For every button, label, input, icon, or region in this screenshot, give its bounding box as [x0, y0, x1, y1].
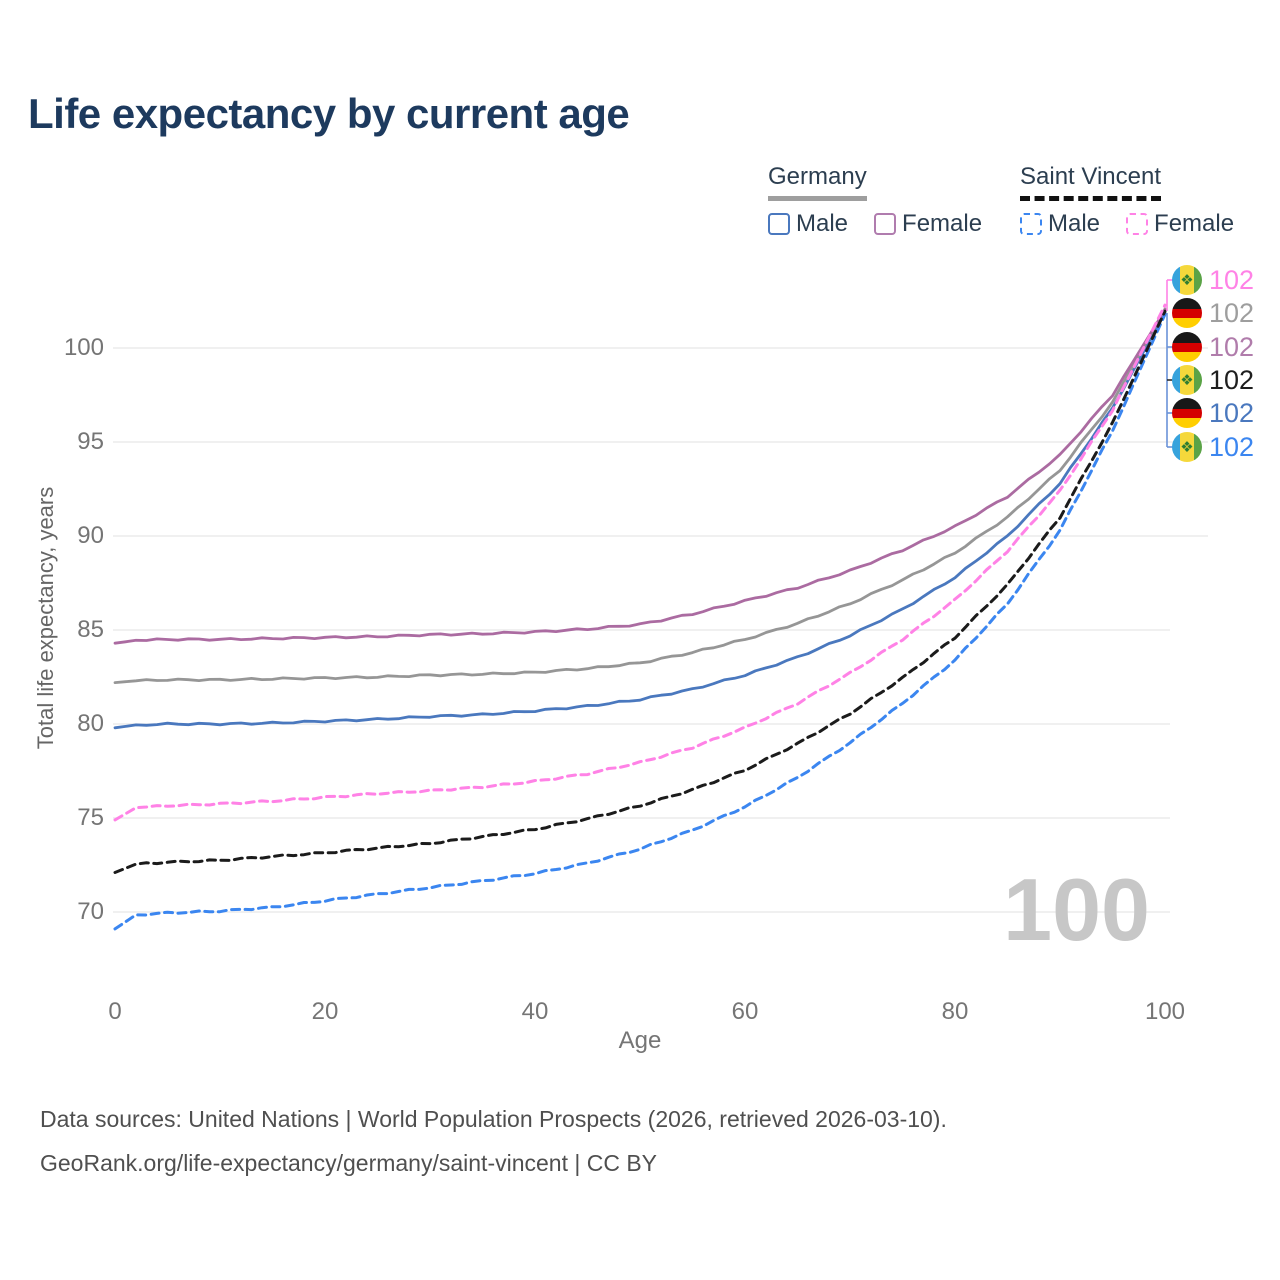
end-value: 102 — [1209, 397, 1255, 428]
legend-checkbox[interactable] — [768, 213, 790, 235]
saint-vincent-flag-icon — [1172, 432, 1202, 462]
legend-group-title: Saint Vincent — [1020, 163, 1161, 201]
legend-item-label: Female — [902, 210, 983, 237]
end-label-row: 102 — [1172, 297, 1254, 329]
series-line-germany-both-sexes[interactable] — [113, 307, 1167, 684]
legend-group-germany: Germany Male Female — [768, 163, 1008, 238]
germany-flag-icon — [1172, 298, 1202, 328]
end-label-row: 102 — [1172, 431, 1254, 463]
legend-group-title: Germany — [768, 163, 867, 201]
y-tick-75: 75 — [77, 804, 104, 831]
x-tick-100: 100 — [1144, 998, 1186, 1025]
y-tick-90: 90 — [77, 522, 104, 549]
legend-checkbox[interactable] — [1020, 213, 1042, 235]
end-value: 102 — [1209, 364, 1255, 395]
saint-vincent-flag-icon — [1172, 365, 1202, 395]
legend-checkbox[interactable] — [874, 213, 897, 235]
end-value: 102 — [1209, 331, 1255, 362]
y-tick-95: 95 — [77, 428, 104, 455]
data-source-line: Data sources: United Nations | World Pop… — [40, 1106, 947, 1132]
x-axis-title: Age — [618, 1027, 662, 1054]
y-tick-70: 70 — [77, 898, 104, 925]
legend-item-germany-female[interactable]: Female — [874, 210, 982, 238]
legend-item-label: Male — [796, 210, 849, 237]
end-value: 102 — [1209, 431, 1255, 462]
series-line-germany-male[interactable] — [113, 311, 1167, 730]
end-value: 102 — [1209, 297, 1255, 328]
germany-flag-icon — [1172, 398, 1202, 428]
y-tick-85: 85 — [77, 616, 104, 643]
x-tick-0: 0 — [108, 998, 122, 1025]
legend-checkbox[interactable] — [1126, 213, 1149, 235]
age-watermark: 100 — [1003, 860, 1150, 959]
y-tick-100: 100 — [63, 334, 104, 361]
end-value: 102 — [1209, 264, 1255, 295]
chart-title: Life expectancy by current age — [28, 90, 630, 137]
legend-item-germany-male[interactable]: Male — [768, 210, 848, 238]
series-line-saint-vincent-both-sexes[interactable] — [113, 309, 1167, 874]
end-label-row: 102 — [1172, 331, 1254, 363]
series-line-saint-vincent-male[interactable] — [113, 312, 1167, 931]
germany-flag-icon — [1172, 332, 1202, 362]
legend-item-label: Male — [1048, 210, 1101, 237]
saint-vincent-flag-icon — [1172, 265, 1202, 295]
end-label-row: 102 — [1172, 397, 1254, 429]
series-line-germany-female[interactable] — [113, 308, 1167, 645]
legend-item-saint-vincent-female[interactable]: Female — [1126, 210, 1234, 238]
footer: Data sources: United Nations | World Pop… — [40, 1106, 947, 1194]
x-tick-40: 40 — [521, 998, 549, 1025]
x-tick-20: 20 — [311, 998, 339, 1025]
x-tick-80: 80 — [941, 998, 969, 1025]
legend-item-label: Female — [1154, 210, 1235, 237]
legend-group-saint-vincent: Saint Vincent Male Female — [1020, 163, 1260, 238]
y-tick-80: 80 — [77, 710, 104, 737]
x-tick-60: 60 — [731, 998, 759, 1025]
end-label-row: 102 — [1172, 364, 1254, 396]
end-label-row: 102 — [1172, 264, 1254, 296]
attribution-line: GeoRank.org/life-expectancy/germany/sain… — [40, 1150, 658, 1176]
legend-item-saint-vincent-male[interactable]: Male — [1020, 210, 1100, 238]
series-line-saint-vincent-female[interactable] — [113, 303, 1167, 822]
